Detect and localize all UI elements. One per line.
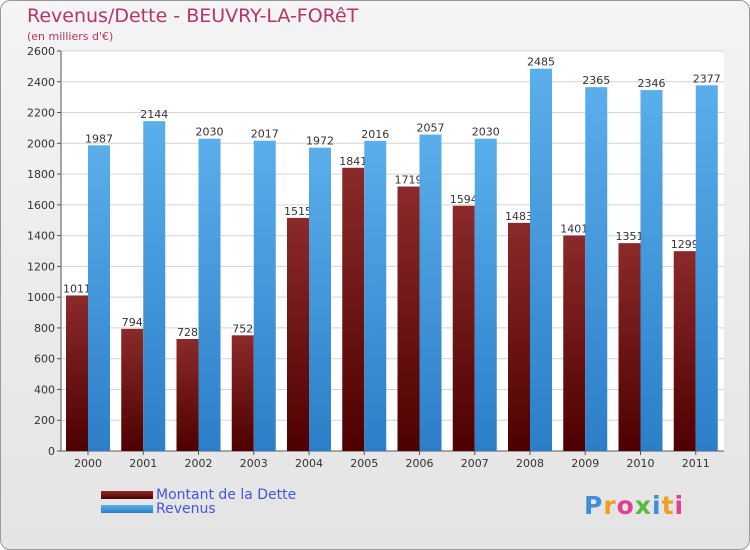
y-tick-label: 2200 [27, 107, 55, 120]
bar-dette [452, 205, 475, 451]
y-tick-label: 600 [34, 353, 55, 366]
legend-item-revenus: Revenus [101, 502, 216, 516]
x-tick-label: 2001 [129, 457, 157, 470]
bar-revenus [364, 140, 387, 451]
x-tick-label: 2006 [406, 457, 434, 470]
data-label-revenus: 2030 [196, 126, 224, 139]
data-label-dette: 1515 [284, 205, 312, 218]
y-tick-label: 2600 [27, 45, 55, 58]
data-label-revenus: 2030 [472, 126, 500, 139]
data-label-dette: 1841 [339, 155, 367, 168]
x-tick-label: 2011 [682, 457, 710, 470]
chart-subtitle: (en milliers d'€) [27, 30, 114, 43]
bar-revenus [88, 145, 110, 452]
logo-letter: i [674, 491, 685, 520]
data-label-dette: 728 [177, 326, 198, 339]
bar-revenus [695, 85, 718, 452]
bar-revenus [585, 87, 608, 452]
bar-dette [342, 167, 365, 451]
bar-dette [563, 235, 586, 451]
bar-dette [66, 295, 88, 451]
data-label-dette: 1011 [63, 282, 91, 295]
data-label-revenus: 2377 [693, 72, 721, 85]
data-label-dette: 794 [122, 316, 143, 329]
data-label-dette: 1594 [450, 193, 478, 206]
bar-dette [121, 328, 144, 451]
bar-revenus [530, 68, 552, 451]
y-tick-label: 1400 [27, 230, 55, 243]
data-label-dette: 1351 [616, 230, 644, 243]
data-label-revenus: 2485 [527, 56, 555, 69]
data-label-dette: 1401 [560, 222, 588, 235]
y-tick-label: 2400 [27, 76, 55, 89]
data-label-revenus: 2057 [417, 122, 445, 135]
data-label-dette: 1299 [671, 238, 699, 251]
x-tick-label: 2005 [350, 457, 378, 470]
y-tick-label: 0 [48, 445, 55, 458]
chart-title: Revenus/Dette - BEUVRY-LA-FORêT [27, 5, 359, 27]
y-tick-label: 200 [34, 414, 55, 427]
y-tick-label: 1000 [27, 291, 55, 304]
data-label-revenus: 2017 [251, 128, 279, 141]
legend-item-dette: Montant de la Dette [101, 488, 296, 502]
data-label-revenus: 2346 [638, 77, 666, 90]
x-tick-label: 2007 [461, 457, 489, 470]
bar-revenus [419, 134, 442, 452]
data-label-revenus: 2365 [582, 74, 610, 87]
x-tick-label: 2010 [627, 457, 655, 470]
data-label-revenus: 1972 [306, 135, 334, 148]
bar-revenus [198, 138, 221, 451]
bar-revenus [640, 90, 663, 452]
data-label-dette: 1719 [395, 174, 423, 187]
legend-label-revenus: Revenus [156, 501, 216, 517]
y-tick-label: 1600 [27, 199, 55, 212]
y-tick-label: 1800 [27, 168, 55, 181]
bar-revenus [253, 140, 276, 451]
bar-dette [618, 243, 641, 451]
bar-dette [397, 186, 420, 452]
bar-dette [287, 217, 309, 451]
x-tick-label: 2004 [295, 457, 323, 470]
bar-dette [508, 222, 530, 451]
bar-revenus [143, 121, 166, 452]
bar-dette [231, 335, 254, 451]
logo-letter: x [634, 491, 652, 520]
logo-letter: o [616, 491, 635, 520]
logo-letter: P [584, 491, 604, 520]
bar-revenus [309, 147, 331, 451]
data-label-dette: 1483 [505, 210, 533, 223]
logo-letter: i [652, 491, 662, 520]
x-tick-label: 2003 [240, 457, 268, 470]
data-label-revenus: 2144 [140, 108, 168, 121]
y-tick-label: 400 [34, 383, 55, 396]
data-label-revenus: 2016 [361, 128, 389, 141]
bar-dette [176, 339, 199, 451]
y-tick-label: 1200 [27, 260, 55, 273]
x-tick-label: 2002 [185, 457, 213, 470]
y-tick-label: 2000 [27, 137, 55, 150]
bar-dette [673, 251, 696, 451]
x-tick-label: 2009 [571, 457, 599, 470]
logo-letter: t [661, 491, 675, 520]
data-label-dette: 752 [232, 322, 253, 335]
legend-label-dette: Montant de la Dette [156, 487, 297, 503]
y-tick-label: 800 [34, 322, 55, 335]
proxiti-logo: Proxiti [584, 491, 684, 520]
logo-letter: r [603, 491, 617, 520]
plot-area [61, 51, 724, 451]
legend-swatch-dette [101, 491, 153, 499]
x-tick-label: 2000 [74, 457, 102, 470]
x-tick-label: 2008 [516, 457, 544, 470]
bar-revenus [474, 138, 497, 451]
legend-swatch-revenus [101, 505, 153, 513]
data-label-revenus: 1987 [85, 132, 113, 145]
